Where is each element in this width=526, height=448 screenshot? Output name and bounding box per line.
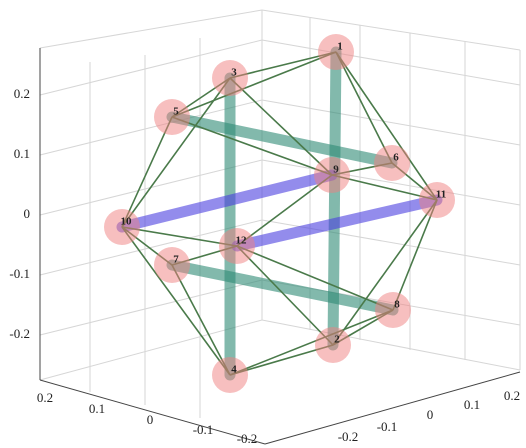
y-tick-label: 0.2 [504,388,520,403]
string [121,226,238,247]
node [318,34,354,70]
string [236,245,394,311]
string [171,264,231,376]
bar [166,111,398,169]
y-tick-label: 0 [427,407,434,422]
axis-lines [39,48,521,445]
node-label: 3 [231,67,237,79]
node-label: 2 [334,334,340,346]
string [229,77,333,176]
z-tick-label: 0.2 [14,86,30,101]
x-tick-label: 0.1 [89,401,105,416]
bar [166,259,399,316]
string [335,51,393,164]
bar [231,194,443,252]
node-label: 6 [393,152,399,164]
string [229,309,394,376]
node [375,292,411,328]
node [154,247,190,283]
string [171,51,337,118]
node [212,357,248,393]
bar [116,169,338,233]
string [121,226,231,376]
node-label: 11 [436,189,446,201]
y-tick-label: -0.2 [338,429,359,444]
node-label: 1 [337,41,343,53]
node [212,60,248,96]
y-tick-label: -0.1 [377,419,398,434]
node-label: 4 [231,364,237,376]
string [392,199,438,311]
node [219,228,255,264]
node-label: 8 [394,299,400,311]
node-label: 12 [236,235,248,247]
string [121,77,231,228]
x-tick-label: -0.2 [237,431,258,446]
x-tick-label: 0.2 [37,390,53,405]
z-tick-label: 0.1 [14,146,30,161]
node-label: 9 [333,164,339,176]
node [315,327,351,363]
node-label: 7 [173,254,179,266]
node [374,145,410,181]
z-tick-label: -0.2 [9,326,30,341]
string [229,51,337,79]
node-label: 5 [173,106,179,118]
string [236,174,333,247]
x-tick-label: -0.1 [193,422,214,437]
z-tick-label: -0.1 [9,266,30,281]
node [154,99,190,135]
string [121,116,173,228]
string [332,199,438,346]
node-label: 10 [121,216,133,228]
string [171,116,333,176]
node [314,157,350,193]
node [419,182,455,218]
y-tick-label: 0.1 [464,397,480,412]
node [104,209,140,245]
string [335,51,438,201]
x-tick-label: 0 [147,412,154,427]
z-tick-label: 0 [24,206,31,221]
string [236,245,334,346]
